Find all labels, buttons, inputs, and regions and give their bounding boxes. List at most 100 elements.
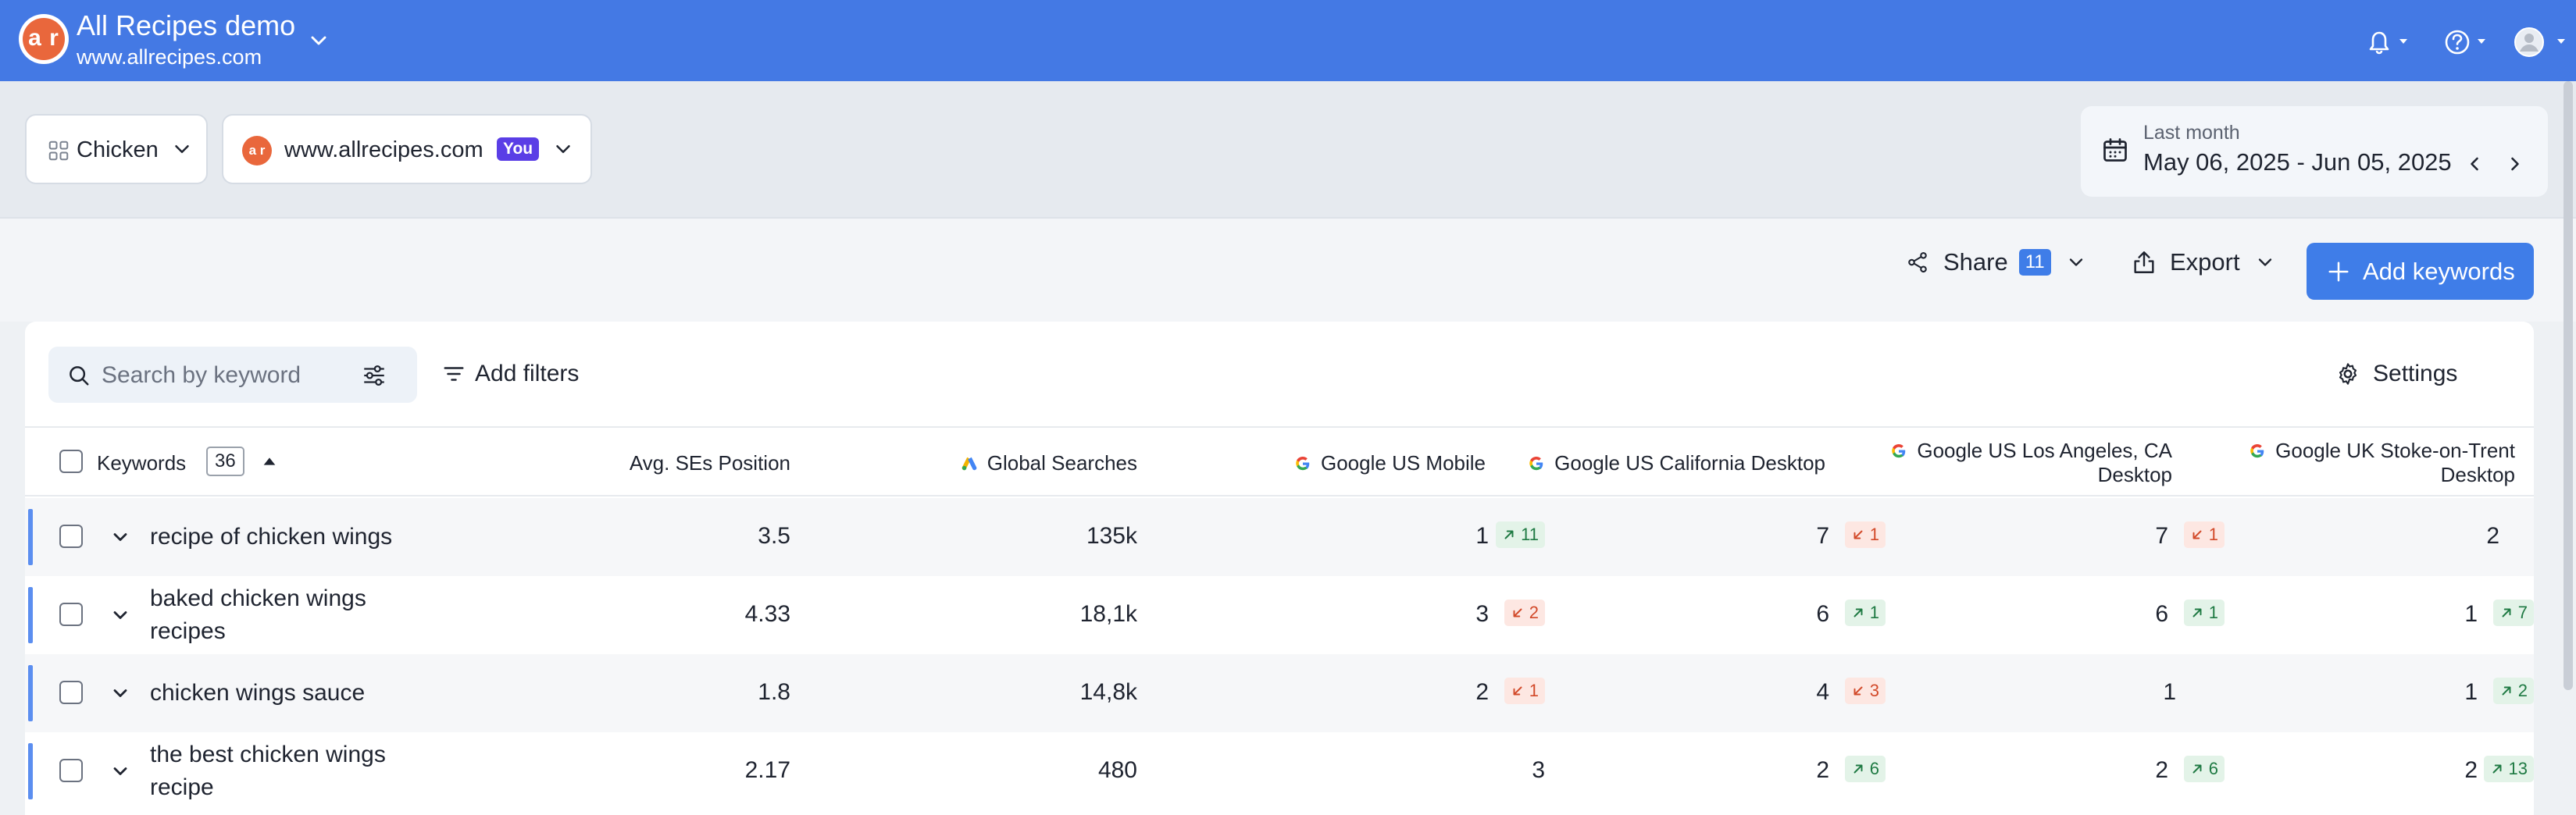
share-count-badge: 11 <box>2018 249 2051 276</box>
position-value-cal: 2 <box>1816 757 1829 783</box>
position-change-badge: 1 <box>2183 600 2225 626</box>
help-icon[interactable] <box>2443 27 2498 58</box>
position-change-value: 2 <box>1529 603 1539 622</box>
trend-up-arrow-icon <box>2492 764 2501 774</box>
page-scrollbar[interactable] <box>2564 81 2573 690</box>
settings-button[interactable]: Settings <box>2335 361 2457 387</box>
position-change-value: 1 <box>1869 603 1879 622</box>
select-all-checkbox[interactable] <box>59 450 83 473</box>
trend-down-arrow-icon <box>1854 530 1863 539</box>
col-global-searches-header[interactable]: Global Searches <box>961 451 1137 475</box>
search-input[interactable]: Search by keyword <box>48 347 417 403</box>
keyword-text[interactable]: chicken wings sauce <box>150 680 366 706</box>
chevron-down-icon <box>2258 258 2271 266</box>
position-value-cal: 7 <box>1816 523 1829 549</box>
trend-down-arrow-icon <box>2192 530 2202 539</box>
trend-up-arrow-icon <box>1854 764 1863 774</box>
notifications-bell-icon[interactable] <box>2368 27 2423 58</box>
keyword-text[interactable]: baked chicken wings recipes <box>150 585 366 644</box>
position-value-mobile: 2 <box>1475 679 1489 705</box>
date-range-value: May 06, 2025 - Jun 05, 2025 <box>2143 148 2452 176</box>
position-change-value: 3 <box>1869 681 1879 700</box>
keyword-text[interactable]: recipe of chicken wings <box>150 524 393 550</box>
google-g-icon <box>1529 456 1543 471</box>
top-bar: a r All Recipes demo www.allrecipes.com <box>0 0 2576 81</box>
google-ads-icon <box>962 457 977 471</box>
expand-row-chevron-down-icon[interactable] <box>109 604 131 626</box>
calendar-icon <box>2103 138 2127 162</box>
export-button[interactable]: Export <box>2131 234 2276 290</box>
position-change-badge: 1 <box>2183 521 2225 548</box>
trend-up-arrow-icon <box>2192 608 2202 617</box>
position-change-value: 6 <box>1869 759 1879 778</box>
col-google-us-los-angeles-header[interactable]: Google US Los Angeles, CA Desktop <box>1890 439 2172 487</box>
position-value-uk: 2 <box>2486 523 2499 549</box>
chevron-down-icon <box>556 145 570 153</box>
site-selector[interactable]: a r www.allrecipes.com You <box>222 114 592 184</box>
global-searches-value: 135k <box>1086 523 1137 549</box>
keyword-text[interactable]: the best chicken wings recipe <box>150 742 386 800</box>
sort-ascending-icon[interactable] <box>261 453 278 470</box>
col-google-us-los-angeles-label-2: Desktop <box>2097 463 2172 486</box>
global-searches-value: 14,8k <box>1079 679 1137 705</box>
search-icon <box>70 366 89 386</box>
project-logo-text: a r <box>23 18 65 60</box>
col-google-uk-stoke-header[interactable]: Google UK Stoke-on-Trent Desktop <box>2249 439 2515 487</box>
project-chevron-down-icon[interactable] <box>306 28 331 53</box>
row-checkbox[interactable] <box>59 525 83 548</box>
col-keywords-header[interactable]: Keywords <box>97 451 187 475</box>
expand-row-chevron-down-icon[interactable] <box>109 682 131 704</box>
row-checkbox[interactable] <box>59 603 83 626</box>
add-keywords-label: Add keywords <box>2363 257 2515 285</box>
row-checkbox[interactable] <box>59 681 83 704</box>
position-value-mobile: 1 <box>1475 523 1489 549</box>
avg-position-value: 2.17 <box>744 757 790 783</box>
position-value-la: 2 <box>2155 757 2168 783</box>
filter-lines-icon <box>444 367 464 381</box>
add-filters-button[interactable]: Add filters <box>442 361 579 387</box>
position-change-badge: 11 <box>1496 521 1545 548</box>
add-keywords-button[interactable]: Add keywords <box>2307 243 2534 300</box>
search-options-sliders-icon[interactable] <box>361 362 387 389</box>
chevron-down-icon <box>2069 258 2082 266</box>
col-google-uk-stoke-label-1: Google UK Stoke-on-Trent <box>2275 439 2515 462</box>
col-avg-position-header[interactable]: Avg. SEs Position <box>629 451 790 475</box>
previous-period-chevron-left-icon[interactable] <box>2464 153 2485 175</box>
table-row[interactable]: baked chicken wings recipes 4.33 18,1k 3 2 6 1… <box>25 576 2534 654</box>
share-label: Share <box>1943 248 2008 276</box>
filter-bar: Chicken a r www.allrecipes.com You Last … <box>0 81 2576 219</box>
row-accent-bar <box>28 587 33 643</box>
position-change-value: 6 <box>2208 759 2218 778</box>
project-title[interactable]: All Recipes demo <box>77 9 296 41</box>
col-google-us-california-header[interactable]: Google US California Desktop <box>1528 451 1825 475</box>
row-checkbox[interactable] <box>59 759 83 782</box>
export-upload-icon <box>2134 251 2154 273</box>
group-selector[interactable]: Chicken <box>25 114 208 184</box>
table-row[interactable]: the best chicken wings recipe 2.17 480 3 2 6 2… <box>25 732 2534 810</box>
position-value-la: 7 <box>2155 523 2168 549</box>
position-change-value: 1 <box>1529 681 1539 700</box>
next-period-chevron-right-icon[interactable] <box>2504 153 2526 175</box>
table-row[interactable]: recipe of chicken wings 3.5 135k 1 11 7 1 7 1 2 <box>25 498 2534 576</box>
date-range-picker[interactable]: Last month May 06, 2025 - Jun 05, 2025 <box>2081 106 2548 197</box>
position-change-value: 7 <box>2517 603 2528 622</box>
trend-down-arrow-icon <box>1854 686 1863 696</box>
chevron-down-icon <box>175 145 189 153</box>
position-value-uk: 2 <box>2464 757 2478 783</box>
table-row[interactable]: chicken wings sauce 1.8 14,8k 2 1 4 3 1 1 2 <box>25 654 2534 732</box>
grid-icon <box>48 141 69 161</box>
expand-row-chevron-down-icon[interactable] <box>109 760 131 782</box>
share-button[interactable]: Share 11 <box>1906 234 2087 290</box>
project-logo[interactable]: a r <box>19 14 69 64</box>
search-placeholder: Search by keyword <box>102 362 301 388</box>
position-change-badge: 13 <box>2483 756 2534 782</box>
position-change-badge: 6 <box>2183 756 2225 782</box>
trend-down-arrow-icon <box>1513 608 1522 617</box>
col-google-us-mobile-header[interactable]: Google US Mobile <box>1294 451 1486 475</box>
trend-up-arrow-icon <box>2502 686 2511 696</box>
user-avatar-icon[interactable] <box>2514 27 2573 58</box>
position-value-cal: 6 <box>1816 601 1829 627</box>
global-searches-value: 480 <box>1097 757 1137 783</box>
expand-row-chevron-down-icon[interactable] <box>109 526 131 548</box>
position-value-mobile: 3 <box>1475 601 1489 627</box>
